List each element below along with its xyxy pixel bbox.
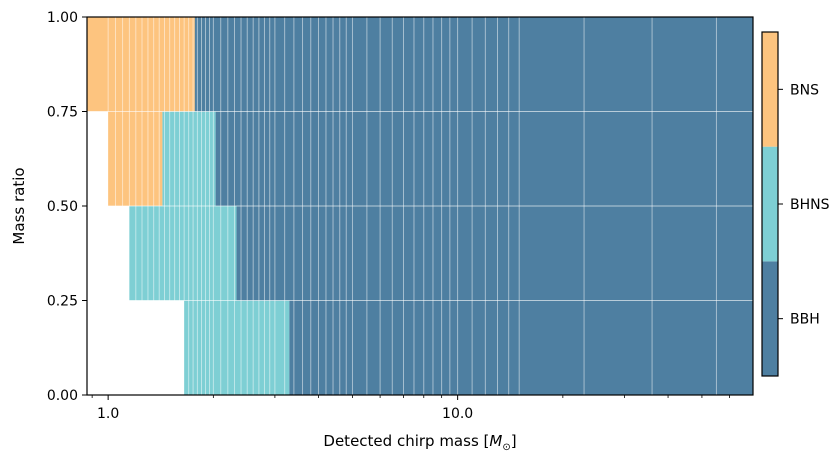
x-tick-label: 1.0 — [97, 406, 119, 422]
colorbar-frame — [761, 31, 779, 377]
y-tick-label: 0.00 — [47, 388, 78, 404]
region-bbh-q1-1 — [236, 206, 754, 301]
y-tick-label: 1.00 — [47, 10, 78, 26]
region-bbh-q2-2 — [215, 111, 754, 206]
region-bbh-q3-1 — [194, 17, 754, 112]
region-bns-q3-0 — [87, 17, 195, 112]
colorbar-label-bhns: BHNS — [790, 197, 830, 213]
region-bhns-q0-0 — [184, 300, 290, 395]
x-tick-label: 10.0 — [442, 406, 473, 422]
y-tick-label: 0.75 — [47, 105, 78, 121]
y-axis-title: Mass ratio — [10, 167, 28, 244]
colorbar-segment-bhns — [762, 146, 778, 262]
colorbar-segment-bbh — [762, 261, 778, 376]
plot-area — [87, 17, 754, 395]
colorbar-label-bns: BNS — [790, 82, 819, 98]
region-bns-q2-0 — [108, 111, 163, 206]
colorbar-segment-bns — [762, 32, 778, 147]
y-tick-label: 0.25 — [47, 294, 78, 310]
x-axis-title: Detected chirp mass [M⊙] — [323, 432, 516, 453]
region-bhns-q1-0 — [129, 206, 237, 301]
colorbar: BBH BHNS BNS — [761, 31, 830, 377]
y-tick-label: 0.50 — [47, 199, 78, 215]
colorbar-label-bbh: BBH — [790, 312, 820, 328]
region-bbh-q0-1 — [289, 300, 753, 395]
axes: 0.00 0.25 0.50 0.75 1.00 1.0 10.0 — [47, 10, 754, 422]
